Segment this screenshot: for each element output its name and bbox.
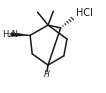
Text: H₂N: H₂N [2,30,18,39]
Polygon shape [11,33,30,36]
Text: HCl: HCl [77,8,93,18]
Text: H: H [44,70,50,79]
